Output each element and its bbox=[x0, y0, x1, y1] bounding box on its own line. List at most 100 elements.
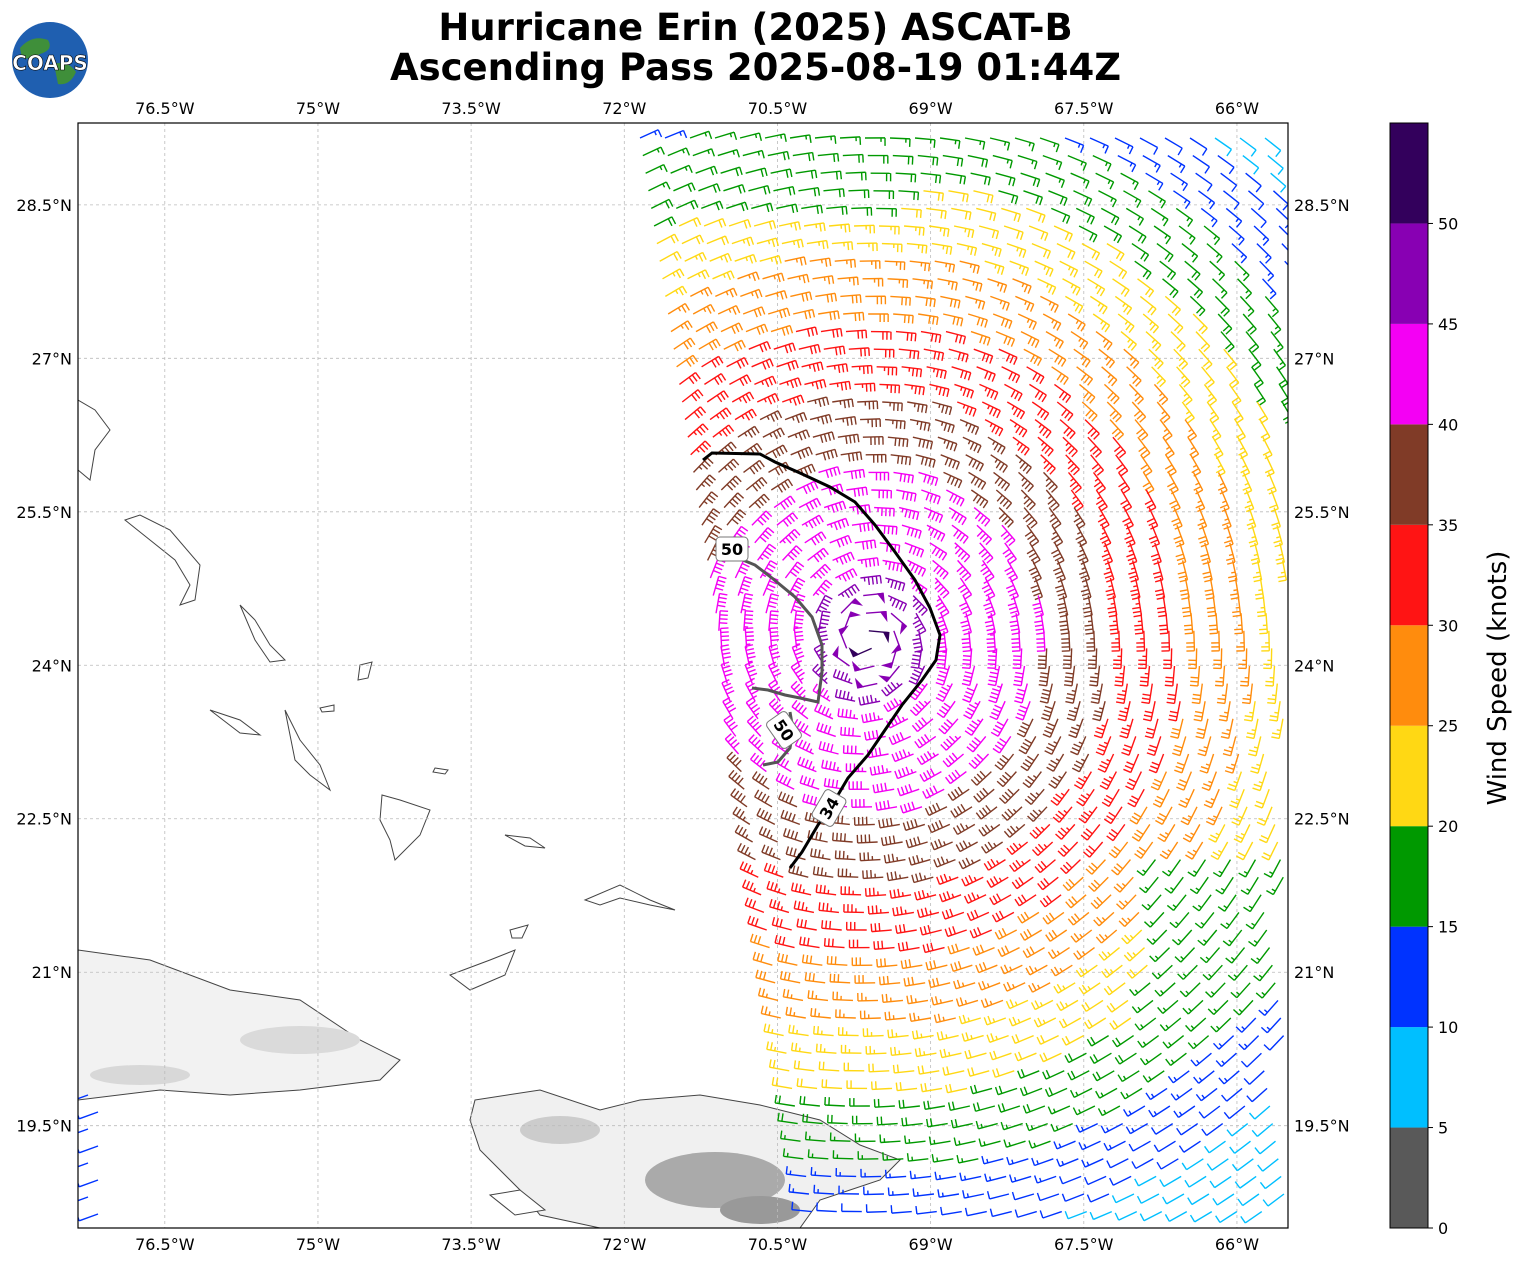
wind-barb bbox=[860, 1168, 882, 1178]
wind-barb bbox=[726, 201, 749, 212]
wind-barb bbox=[835, 568, 858, 582]
wind-barb bbox=[761, 844, 781, 861]
wind-barb bbox=[1044, 1087, 1068, 1098]
colorbar-tick-label: 20 bbox=[1438, 817, 1458, 836]
wind-barb bbox=[771, 916, 792, 931]
wind-barb bbox=[78, 1145, 99, 1154]
wind-barb bbox=[1060, 859, 1081, 875]
wind-barb bbox=[981, 1155, 1004, 1165]
wind-barb bbox=[789, 134, 812, 143]
wind-barb bbox=[1156, 243, 1174, 263]
wind-barb bbox=[726, 509, 747, 526]
wind-barb bbox=[1226, 366, 1240, 389]
wind-barb bbox=[1033, 1017, 1057, 1028]
wind-barb bbox=[762, 427, 785, 440]
wind-barb bbox=[947, 1101, 971, 1111]
lat-ticks-right: 28.5°N 27°N 25.5°N 24°N 22.5°N 21°N 19.5°N bbox=[1294, 196, 1350, 1136]
wind-barb bbox=[1139, 137, 1159, 155]
wind-barb bbox=[1138, 876, 1159, 894]
wind-barb bbox=[1117, 313, 1135, 333]
wind-barb bbox=[695, 474, 716, 491]
colorbar-segment bbox=[1390, 323, 1428, 425]
wind-barb bbox=[1214, 295, 1230, 317]
wind-barb bbox=[1095, 489, 1108, 512]
wind-barb bbox=[1229, 1140, 1251, 1154]
wind-barb bbox=[1027, 806, 1048, 822]
wind-barb bbox=[912, 1188, 935, 1198]
wind-barb bbox=[1117, 1070, 1140, 1083]
wind-barb bbox=[950, 961, 973, 972]
wind-barb bbox=[1192, 472, 1204, 495]
wind-barb bbox=[1072, 1105, 1096, 1116]
wind-barb bbox=[887, 1029, 909, 1039]
wind-barb bbox=[785, 1166, 807, 1178]
wind-barb bbox=[1023, 190, 1044, 206]
wind-barb bbox=[1012, 648, 1023, 670]
wind-barb bbox=[980, 841, 1004, 854]
wind-barb bbox=[1025, 964, 1048, 976]
wind-barb bbox=[1028, 560, 1042, 583]
wind-barb bbox=[969, 1084, 993, 1095]
wind-barb bbox=[880, 648, 898, 669]
wind-barb bbox=[1136, 630, 1146, 652]
wind-barb bbox=[898, 1099, 920, 1109]
wind-barb bbox=[770, 478, 794, 493]
wind-barb bbox=[997, 945, 1020, 958]
wind-barb bbox=[1032, 595, 1044, 618]
wind-barb bbox=[1173, 190, 1191, 210]
wind-barb bbox=[1206, 595, 1217, 618]
wind-barb bbox=[754, 789, 773, 808]
wind-barb bbox=[909, 1012, 931, 1022]
wind-barb bbox=[796, 480, 819, 495]
wind-barb bbox=[1045, 929, 1068, 942]
wind-barb bbox=[998, 190, 1019, 205]
wind-barb bbox=[690, 440, 712, 456]
map-frame bbox=[77, 122, 1289, 1229]
wind-barb bbox=[1240, 876, 1259, 895]
wind-barb bbox=[1232, 595, 1242, 618]
wind-barb bbox=[670, 320, 693, 333]
wind-barb bbox=[1065, 454, 1080, 476]
wind-barb bbox=[1128, 1140, 1151, 1152]
wind-barb bbox=[1201, 366, 1215, 388]
wind-barb bbox=[807, 547, 829, 563]
wind-barb bbox=[834, 415, 857, 426]
lon-tick-label-bottom: 72°W bbox=[602, 1235, 646, 1254]
wind-barb bbox=[1227, 964, 1248, 981]
wind-barb bbox=[728, 769, 745, 790]
wind-barb bbox=[1058, 1017, 1082, 1029]
wind-barb bbox=[1273, 525, 1284, 548]
wind-barb bbox=[859, 852, 881, 862]
wind-barb bbox=[1197, 736, 1212, 757]
wind-barb bbox=[964, 1049, 987, 1060]
wind-barb bbox=[758, 826, 778, 843]
wind-barb bbox=[901, 207, 922, 218]
wind-barb bbox=[1052, 806, 1073, 823]
wind-barb bbox=[1070, 736, 1087, 756]
wind-barb bbox=[749, 933, 770, 949]
wind-barb bbox=[937, 278, 958, 291]
wind-barb bbox=[78, 1179, 99, 1188]
wind-barb bbox=[720, 322, 744, 334]
wind-barb bbox=[1171, 929, 1193, 946]
wind-barb bbox=[826, 363, 849, 374]
wind-barb bbox=[900, 959, 923, 970]
wind-barb bbox=[1100, 1122, 1124, 1134]
wind-barb bbox=[991, 910, 1015, 923]
wind-barb bbox=[854, 975, 876, 984]
wind-barb bbox=[1191, 683, 1203, 705]
wind-barb bbox=[994, 928, 1018, 940]
wind-barb bbox=[1208, 824, 1226, 843]
wind-barb bbox=[1226, 1123, 1249, 1137]
wind-barb bbox=[960, 613, 972, 636]
wind-barb bbox=[1048, 771, 1067, 789]
wind-barb bbox=[888, 732, 912, 746]
wind-barb bbox=[940, 454, 960, 470]
wind-barb bbox=[1065, 894, 1087, 909]
wind-barb bbox=[1149, 947, 1171, 963]
wind-barb bbox=[854, 539, 877, 550]
wind-barb bbox=[709, 407, 732, 421]
wind-barb bbox=[967, 313, 988, 328]
wind-barb bbox=[987, 436, 1006, 455]
wind-barb bbox=[1212, 436, 1224, 460]
